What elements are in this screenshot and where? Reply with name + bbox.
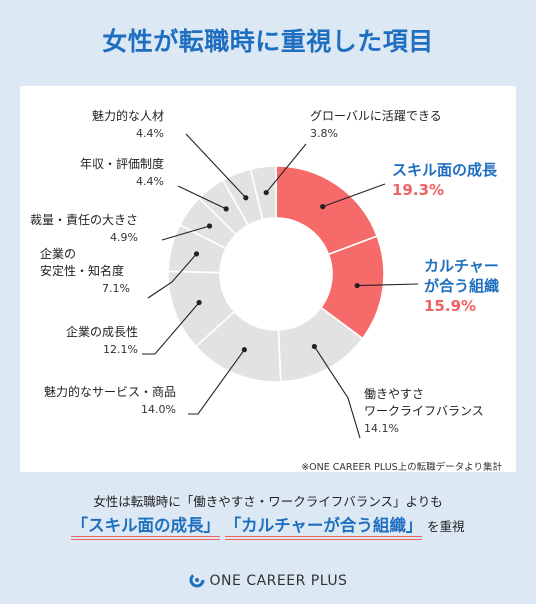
label-service: 魅力的なサービス・商品 14.0% <box>43 385 176 416</box>
source-note: ※ONE CAREER PLUS上の転職データより集計 <box>301 462 502 473</box>
brand-logo: ONE CAREER PLUS <box>0 572 536 589</box>
chart-card: スキル面の成長 19.3% カルチャー が合う組織 15.9% 働きやすさ ワー… <box>20 86 516 472</box>
leader-line <box>188 349 245 415</box>
brand-mark-icon <box>189 572 205 588</box>
leader-dot <box>206 223 213 229</box>
summary-highlight-skill: 「スキル面の成長」 <box>71 516 220 540</box>
page-title: 女性が転職時に重視した項目 <box>102 27 434 56</box>
label-skill: スキル面の成長 19.3% <box>392 161 498 199</box>
leader-dot <box>196 299 202 306</box>
label-global: グローバルに活躍できる 3.8% <box>310 109 442 140</box>
leader-line <box>265 143 307 193</box>
label-discretion: 裁量・責任の大きさ 4.9% <box>29 213 138 244</box>
leader-line <box>185 133 247 199</box>
leader-dot <box>193 251 200 257</box>
leader-dot <box>311 343 317 350</box>
donut-chart <box>142 133 419 439</box>
donut-slice <box>275 165 379 256</box>
leader-dot <box>223 206 229 212</box>
summary-line-1: 女性は転職時に「働きやすさ・ワークライフバランス」よりも <box>93 494 443 509</box>
label-stability: 企業の 安定性・知名度 7.1% <box>40 247 130 295</box>
leader-dot <box>263 189 269 196</box>
leader-line <box>177 185 227 210</box>
leader-line <box>142 302 200 355</box>
leader-dot <box>243 195 249 201</box>
leader-line <box>322 183 386 208</box>
brand-name: ONE CAREER PLUS <box>209 573 348 589</box>
leader-dot <box>320 204 326 210</box>
summary-tail: を重視 <box>427 519 465 534</box>
leader-dot <box>354 282 360 289</box>
donut-slice <box>249 165 277 221</box>
label-worklife: 働きやすさ ワークライフバランス 14.1% <box>364 387 484 435</box>
summary-highlight-culture: 「カルチャーが合う組織」 <box>224 516 423 540</box>
label-growth: 企業の成長性 12.1% <box>65 325 138 356</box>
leader-dot <box>241 347 247 353</box>
leader-line <box>161 225 210 241</box>
leader-line <box>357 283 419 287</box>
leader-line <box>313 346 361 439</box>
label-salary: 年収・評価制度 4.4% <box>79 157 164 188</box>
label-culture: カルチャー が合う組織 15.9% <box>424 257 500 315</box>
label-people: 魅力的な人材 4.4% <box>91 109 164 140</box>
leader-line <box>147 253 197 299</box>
summary-line-2: 「スキル面の成長」 「カルチャーが合う組織」 を重視 <box>0 512 536 540</box>
